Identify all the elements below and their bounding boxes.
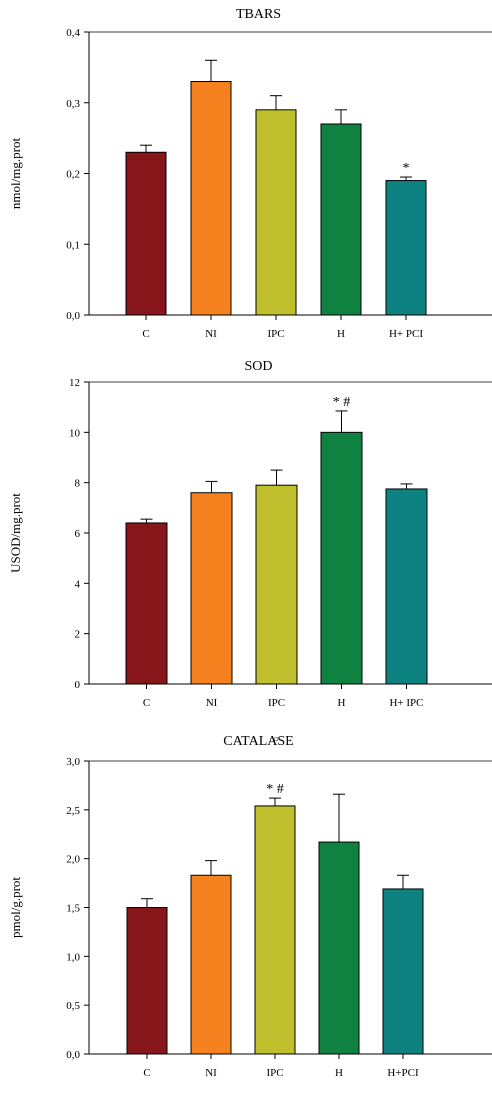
bar-c xyxy=(125,522,168,685)
x-tick-label: C xyxy=(143,697,150,709)
y-tick-label: 0,1 xyxy=(66,239,80,251)
chart-title: CATALASE xyxy=(223,734,293,749)
y-tick-label: 0 xyxy=(75,679,81,691)
bar-ipc xyxy=(255,109,297,316)
y-tick-label: 0,2 xyxy=(66,169,80,181)
bar-h xyxy=(318,841,360,1055)
x-tick-label: IPC xyxy=(268,697,285,709)
y-tick-label: 8 xyxy=(75,478,81,490)
y-tick-label: 4 xyxy=(75,578,81,590)
y-axis-label: USOD/mg.prot xyxy=(8,493,23,573)
y-tick-label: 10 xyxy=(69,427,81,439)
chart-title: SOD xyxy=(244,359,272,374)
y-tick-label: 0,0 xyxy=(66,310,80,322)
bar-ipc xyxy=(254,805,296,1055)
y-tick-label: 1,5 xyxy=(66,903,80,915)
y-tick-label: 0,3 xyxy=(66,98,80,110)
bar-ipc xyxy=(255,484,298,685)
y-axis-label: nmol/mg.prot xyxy=(8,138,23,210)
y-tick-label: 2 xyxy=(75,629,81,641)
x-tick-label: H xyxy=(338,697,346,709)
y-tick-label: 6 xyxy=(75,528,81,540)
y-tick-label: 0,0 xyxy=(66,1049,80,1061)
x-tick-label: H xyxy=(337,328,345,340)
significance-marker: * # xyxy=(333,395,351,410)
x-tick-label: NI xyxy=(205,1067,217,1079)
x-tick-label: NI xyxy=(205,328,217,340)
x-tick-label: C xyxy=(143,1067,150,1079)
bar-h-pci xyxy=(385,180,427,316)
significance-marker: * xyxy=(403,161,410,176)
x-tick-label: NI xyxy=(206,697,218,709)
y-axis-label: pmol/g.prot xyxy=(8,877,23,938)
bar-h xyxy=(320,123,362,316)
chart-title: TBARS xyxy=(236,7,281,22)
y-tick-label: 3,0 xyxy=(66,756,80,768)
x-tick-label: IPC xyxy=(266,1067,283,1079)
y-tick-label: 2,5 xyxy=(66,805,80,817)
y-tick-label: 12 xyxy=(69,377,80,389)
y-tick-label: 1,0 xyxy=(66,951,80,963)
separator-mark: ▫ xyxy=(274,735,279,743)
bar-ni xyxy=(190,492,233,685)
x-tick-label: H+ IPC xyxy=(389,697,423,709)
y-tick-label: 2,0 xyxy=(66,854,80,866)
bar-ni xyxy=(190,81,232,316)
significance-marker: * # xyxy=(266,782,284,797)
bar-h-pci xyxy=(382,888,424,1055)
x-tick-label: H+ PCI xyxy=(389,328,423,340)
x-tick-label: IPC xyxy=(267,328,284,340)
y-tick-label: 0,5 xyxy=(66,1000,80,1012)
y-tick-label: 0,4 xyxy=(66,27,80,39)
bar-h-ipc xyxy=(385,488,428,685)
bar-c xyxy=(125,151,167,316)
bar-ni xyxy=(190,874,232,1055)
x-tick-label: H+PCI xyxy=(387,1067,419,1079)
x-tick-label: C xyxy=(142,328,149,340)
bar-h xyxy=(320,431,363,685)
bar-c xyxy=(126,907,168,1055)
x-tick-label: H xyxy=(335,1067,343,1079)
